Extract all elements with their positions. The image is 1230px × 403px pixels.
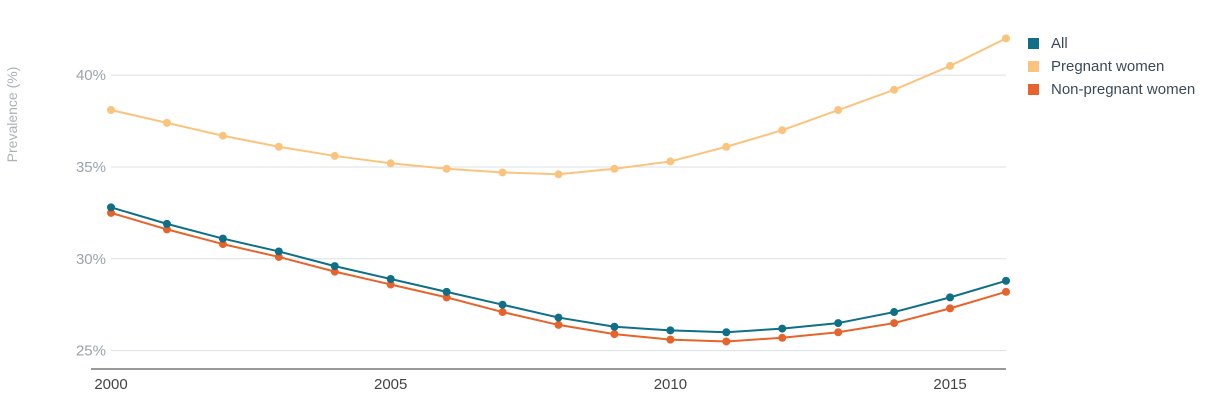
data-point-all[interactable]	[890, 308, 899, 317]
data-point-all[interactable]	[107, 203, 115, 212]
series-non-pregnant-women	[107, 208, 1010, 346]
data-point-pregnant-women[interactable]	[946, 61, 955, 70]
data-point-non-pregnant-women[interactable]	[498, 308, 507, 317]
y-tick-label: 25%	[76, 343, 106, 360]
legend: All Pregnant women Non-pregnant women	[1028, 32, 1195, 101]
data-point-non-pregnant-women[interactable]	[778, 333, 787, 342]
data-point-pregnant-women[interactable]	[274, 142, 283, 151]
data-point-pregnant-women[interactable]	[330, 151, 339, 160]
data-point-non-pregnant-women[interactable]	[386, 280, 395, 289]
data-point-pregnant-women[interactable]	[386, 159, 395, 168]
data-point-all[interactable]	[610, 322, 619, 331]
data-point-non-pregnant-women[interactable]	[330, 267, 339, 276]
data-point-non-pregnant-women[interactable]	[218, 240, 227, 249]
series-group	[107, 34, 1010, 346]
legend-label-non-pregnant-women: Non-pregnant women	[1051, 81, 1196, 98]
y-tick-label: 30%	[76, 251, 106, 268]
x-tick-label: 2005	[374, 376, 407, 393]
data-point-all[interactable]	[834, 319, 843, 328]
data-point-non-pregnant-women[interactable]	[946, 304, 955, 313]
y-tick-label: 35%	[76, 159, 106, 176]
series-line-pregnant-women	[110, 37, 1007, 176]
x-tick-label: 2015	[933, 376, 966, 393]
legend-swatch-pregnant-women	[1028, 61, 1039, 72]
data-point-non-pregnant-women[interactable]	[610, 330, 619, 339]
data-point-pregnant-women[interactable]	[610, 164, 619, 173]
data-point-all[interactable]	[722, 328, 731, 337]
data-point-non-pregnant-women[interactable]	[554, 320, 563, 329]
data-point-pregnant-women[interactable]	[1002, 34, 1010, 43]
series-all	[107, 203, 1010, 337]
grid	[111, 74, 1006, 352]
data-point-all[interactable]	[666, 326, 675, 335]
data-point-pregnant-women[interactable]	[498, 168, 507, 177]
data-point-all[interactable]	[778, 324, 787, 333]
series-pregnant-women	[107, 34, 1010, 179]
data-point-non-pregnant-women[interactable]	[834, 328, 843, 337]
data-point-all[interactable]	[946, 293, 955, 302]
data-point-pregnant-women[interactable]	[442, 164, 451, 173]
data-point-non-pregnant-women[interactable]	[722, 337, 731, 346]
data-point-non-pregnant-women[interactable]	[162, 225, 171, 234]
data-point-pregnant-women[interactable]	[107, 106, 115, 115]
data-point-pregnant-women[interactable]	[722, 142, 731, 151]
data-point-non-pregnant-women[interactable]	[666, 335, 675, 344]
axes: 25% 30% 35% 40% 2000 2005 2010 2015	[76, 67, 1006, 393]
data-point-all[interactable]	[162, 219, 171, 228]
data-point-pregnant-women[interactable]	[890, 85, 899, 94]
legend-item-non-pregnant-women[interactable]: Non-pregnant women	[1028, 78, 1195, 101]
data-point-non-pregnant-women[interactable]	[442, 293, 451, 302]
data-point-non-pregnant-women[interactable]	[890, 319, 899, 328]
data-point-non-pregnant-women[interactable]	[274, 252, 283, 261]
data-point-all[interactable]	[218, 234, 227, 243]
legend-swatch-non-pregnant-women	[1028, 84, 1039, 95]
data-point-pregnant-women[interactable]	[778, 126, 787, 135]
data-point-all[interactable]	[330, 262, 339, 271]
data-point-pregnant-women[interactable]	[666, 157, 675, 166]
data-point-pregnant-women[interactable]	[554, 170, 563, 179]
data-point-all[interactable]	[1002, 276, 1010, 285]
data-point-pregnant-women[interactable]	[162, 118, 171, 127]
data-point-pregnant-women[interactable]	[218, 131, 227, 140]
x-tick-label: 2010	[654, 376, 687, 393]
x-tick-label: 2000	[94, 376, 127, 393]
legend-swatch-all	[1028, 38, 1039, 49]
data-point-non-pregnant-women[interactable]	[1002, 287, 1010, 296]
y-tick-label: 40%	[76, 67, 106, 84]
data-point-non-pregnant-women[interactable]	[107, 208, 115, 217]
y-axis-label: Prevalence (%)	[4, 67, 20, 163]
data-point-all[interactable]	[554, 313, 563, 322]
legend-item-all[interactable]: All	[1028, 32, 1195, 55]
legend-label-pregnant-women: Pregnant women	[1051, 58, 1165, 75]
series-line-all	[110, 206, 1007, 334]
data-point-all[interactable]	[442, 287, 451, 296]
data-point-all[interactable]	[386, 274, 395, 283]
legend-item-pregnant-women[interactable]: Pregnant women	[1028, 55, 1195, 78]
data-point-all[interactable]	[274, 247, 283, 256]
data-point-pregnant-women[interactable]	[834, 106, 843, 115]
data-point-all[interactable]	[498, 300, 507, 309]
legend-label-all: All	[1051, 35, 1068, 52]
